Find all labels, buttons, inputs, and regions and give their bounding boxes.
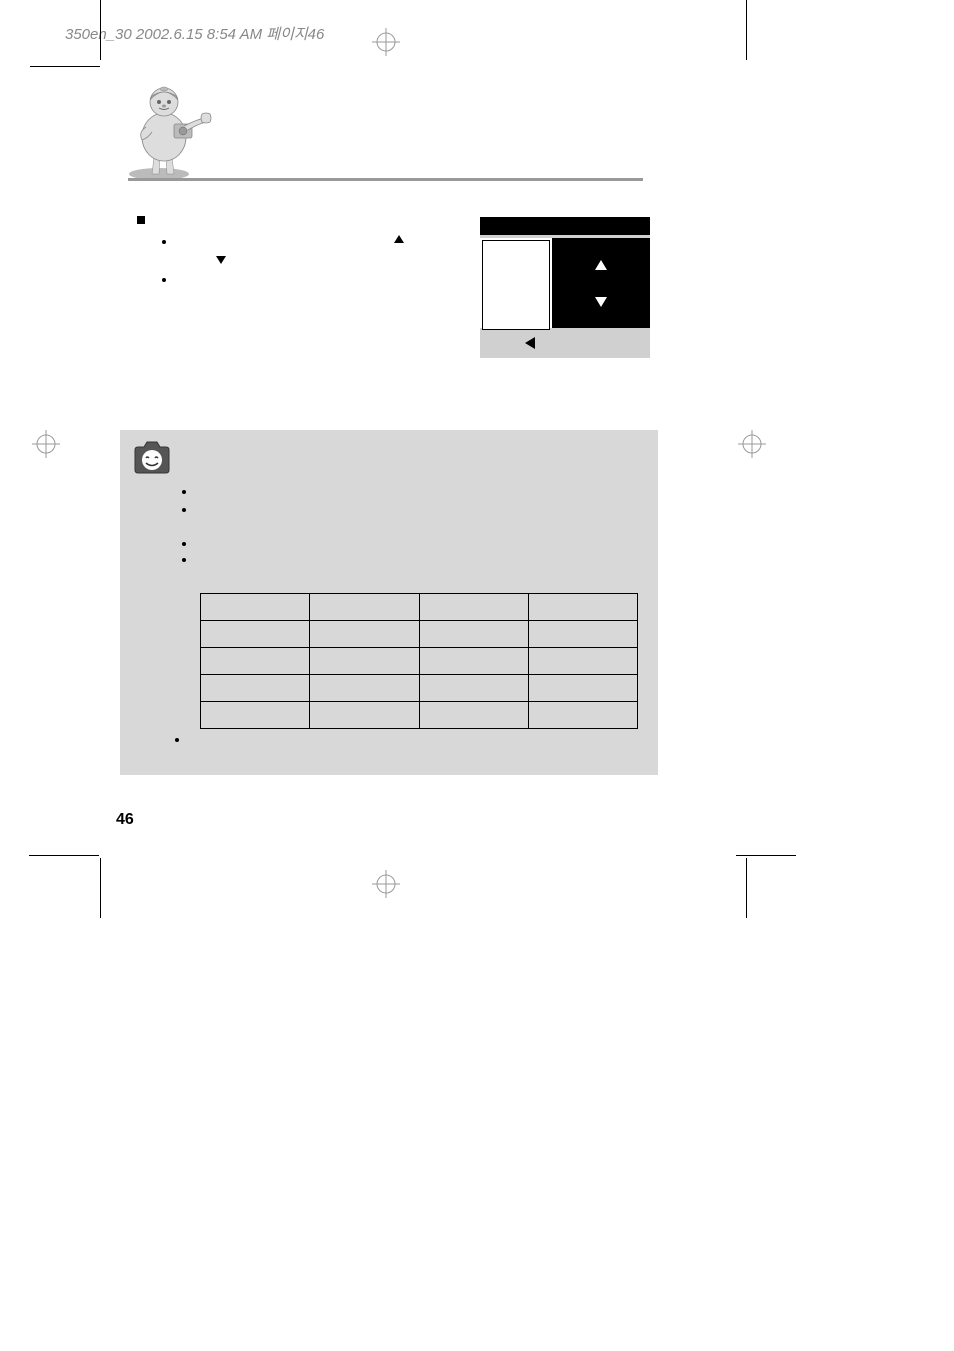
screen-controls	[552, 238, 650, 328]
table-row	[201, 621, 638, 648]
table-cell	[419, 675, 528, 702]
bullet-icon	[137, 216, 145, 224]
table-cell	[310, 702, 419, 729]
screen-thumbnail	[482, 240, 550, 330]
table-cell	[419, 648, 528, 675]
bullet-icon	[182, 558, 186, 562]
table-cell	[201, 594, 310, 621]
table-row	[201, 594, 638, 621]
triangle-up-icon	[394, 235, 404, 243]
info-box	[120, 430, 658, 775]
table-cell	[528, 621, 637, 648]
camera-smile-icon	[132, 440, 172, 474]
table-row	[201, 648, 638, 675]
crop-mark	[29, 855, 99, 856]
bullet-icon	[182, 508, 186, 512]
bullet-icon	[182, 542, 186, 546]
table-cell	[201, 702, 310, 729]
crop-mark	[746, 0, 747, 60]
divider	[128, 178, 643, 181]
page-number: 46	[116, 811, 134, 829]
triangle-up-icon	[595, 260, 607, 270]
bullet-icon	[175, 738, 179, 742]
crop-mark	[30, 66, 100, 67]
table-cell	[201, 621, 310, 648]
crop-mark	[746, 858, 747, 918]
table-cell	[310, 675, 419, 702]
registration-mark-icon	[738, 430, 766, 458]
print-header: 350en_30 2002.6.15 8:54 AM 페이지46	[65, 23, 324, 44]
screen-header	[480, 217, 650, 235]
screen-body	[480, 238, 650, 328]
table-cell	[419, 702, 528, 729]
bullet-icon	[162, 278, 166, 282]
mascot-illustration	[124, 82, 234, 182]
table-cell	[201, 648, 310, 675]
triangle-down-icon	[595, 297, 607, 307]
registration-mark-icon	[372, 28, 400, 56]
info-table	[200, 593, 638, 729]
crop-mark	[736, 855, 796, 856]
table-cell	[310, 594, 419, 621]
table-cell	[528, 594, 637, 621]
table-cell	[310, 621, 419, 648]
triangle-down-icon	[216, 256, 226, 264]
table-row	[201, 702, 638, 729]
bullet-icon	[162, 240, 166, 244]
table-cell	[528, 648, 637, 675]
table-row	[201, 675, 638, 702]
table-cell	[528, 675, 637, 702]
table-cell	[310, 648, 419, 675]
crop-mark	[100, 858, 101, 918]
device-screen-illustration	[480, 217, 650, 357]
table-cell	[201, 675, 310, 702]
bullet-icon	[182, 490, 186, 494]
screen-footer	[480, 328, 650, 358]
registration-mark-icon	[372, 870, 400, 898]
registration-mark-icon	[32, 430, 60, 458]
table-cell	[528, 702, 637, 729]
table-cell	[419, 621, 528, 648]
table-cell	[419, 594, 528, 621]
crop-mark	[100, 0, 101, 60]
triangle-left-icon	[525, 337, 535, 349]
